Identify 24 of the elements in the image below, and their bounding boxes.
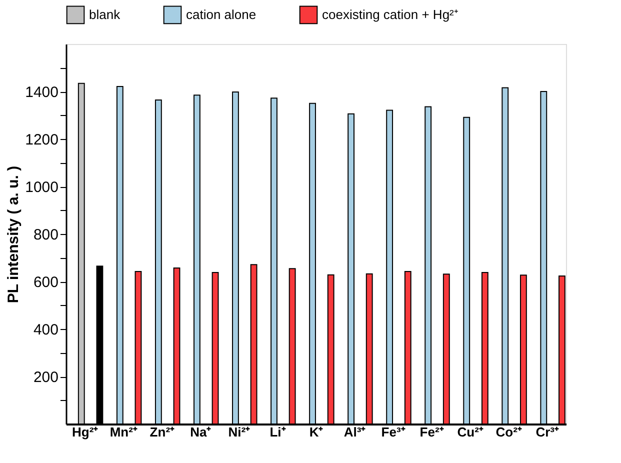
x-tick-label: Ni²⁺ (228, 424, 251, 440)
x-tick-label: Mn²⁺ (110, 424, 138, 440)
x-tick-label: Li⁺ (270, 424, 286, 440)
legend-label: cation alone (186, 6, 256, 22)
x-tick-label: Cr³⁺ (536, 424, 560, 440)
y-tick-label: 1200 (25, 132, 58, 148)
x-tick-label: Fe²⁺ (420, 424, 444, 440)
x-tick-label: Fe³⁺ (381, 424, 406, 440)
x-tick-label: Zn²⁺ (150, 424, 176, 440)
y-tick-label: 200 (33, 369, 58, 386)
x-tick-label: K⁺ (309, 424, 324, 440)
x-tick-label: Co²⁺ (496, 424, 522, 440)
y-tick-label: 400 (33, 322, 58, 338)
x-tick-label: Cu²⁺ (457, 424, 484, 440)
y-tick-label: 800 (33, 226, 58, 244)
x-tick-label: Al³⁺ (344, 424, 366, 440)
y-tick-label: 1000 (25, 179, 58, 196)
y-tick-label: 1400 (25, 84, 58, 101)
x-tick-label: Na⁺ (190, 424, 212, 440)
y-tick-label: 600 (33, 274, 58, 291)
legend-label: blank (89, 6, 121, 22)
y-axis-title: PL intensity ( a. u. ) (5, 166, 22, 304)
legend-label: coexisting cation + Hg²⁺ (322, 6, 458, 22)
x-tick-label: Hg²⁺ (72, 424, 99, 440)
